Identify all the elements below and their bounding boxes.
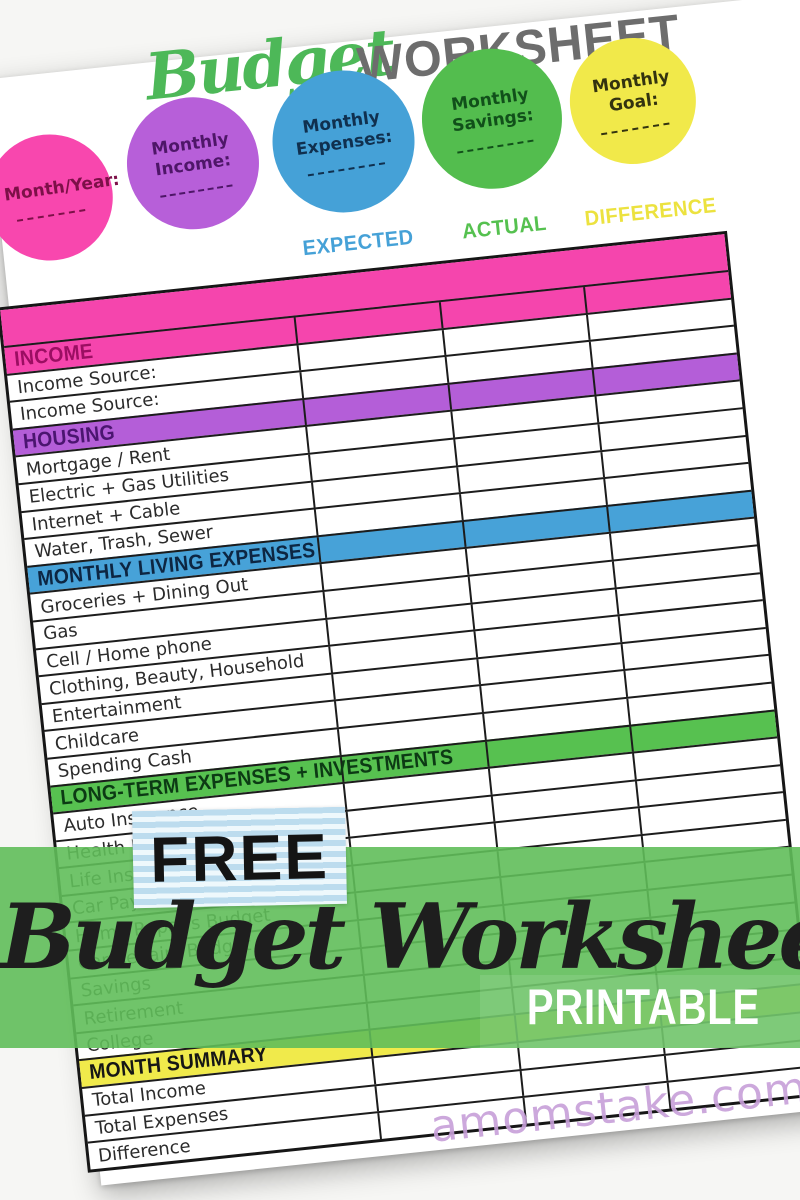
row-label: Gas <box>42 620 79 645</box>
circle-monthly-goal-label: Monthly Goal: <box>590 66 671 117</box>
promo-banner-light-strip <box>480 975 800 1048</box>
circle-monthly-goal-blank-line <box>601 122 671 136</box>
row-label: Difference <box>97 1135 192 1167</box>
circle-month-year: Month/Year: <box>0 128 121 267</box>
column-header-expected: EXPECTED <box>301 225 415 261</box>
circle-month-year-label: Month/Year: <box>2 169 121 206</box>
column-header-actual: ACTUAL <box>460 211 548 244</box>
circle-monthly-savings-label: Monthly Savings: <box>449 84 535 137</box>
circle-monthly-expenses-label: Monthly Expenses: <box>294 107 394 161</box>
circle-monthly-income-label: Monthly Income: <box>150 129 233 181</box>
circle-monthly-expenses-blank-line <box>307 162 386 177</box>
circle-monthly-income: Monthly Income: <box>120 90 266 236</box>
promo-subtitle: PRINTABLE <box>526 979 760 1035</box>
promo-script-title: Budget Worksheet <box>0 884 800 990</box>
circle-monthly-income-blank-line <box>159 184 232 198</box>
column-header-difference: DIFFERENCE <box>583 193 718 231</box>
circle-monthly-savings-blank-line <box>456 139 534 154</box>
circle-month-year-blank-line <box>17 208 86 222</box>
